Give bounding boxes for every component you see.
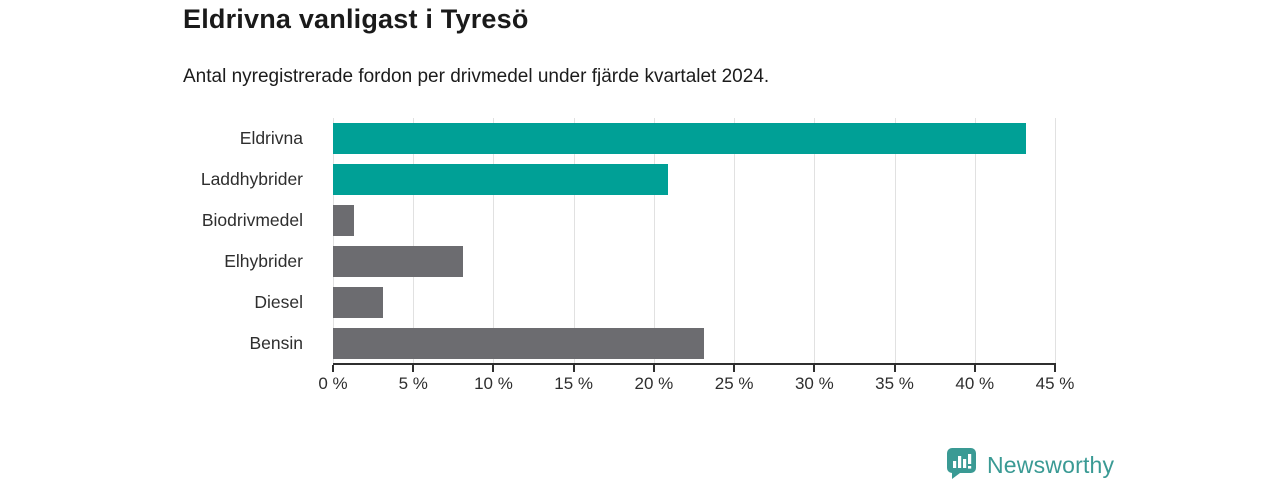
gridline bbox=[814, 118, 816, 364]
bar-biodrivmedel bbox=[333, 205, 354, 236]
gridline bbox=[333, 118, 334, 364]
chart-title: Eldrivna vanligast i Tyresö bbox=[183, 4, 529, 34]
gridline bbox=[653, 118, 655, 364]
bar-eldrivna bbox=[333, 123, 1027, 154]
bar-diesel bbox=[333, 287, 383, 318]
bar-chart-speech-bubble-icon bbox=[945, 446, 978, 480]
gridline bbox=[974, 118, 976, 364]
x-tick-mark bbox=[652, 365, 655, 372]
category-label: Elhybrider bbox=[224, 251, 303, 271]
x-tick-label: 40 % bbox=[955, 374, 995, 393]
x-tick-label: 5 % bbox=[398, 374, 428, 393]
gridline bbox=[573, 118, 575, 364]
category-label: Bensin bbox=[249, 333, 303, 353]
category-label: Eldrivna bbox=[239, 128, 303, 148]
bar-laddhybrider bbox=[333, 164, 669, 195]
category-label: Diesel bbox=[254, 292, 303, 312]
x-tick-label: 10 % bbox=[474, 374, 513, 393]
x-tick-mark bbox=[412, 365, 415, 372]
plot-area bbox=[333, 118, 1056, 364]
x-tick-label: 30 % bbox=[794, 374, 834, 393]
x-tick-mark bbox=[733, 365, 736, 372]
newsworthy-logo-text: Newsworthy bbox=[987, 451, 1115, 478]
x-tick-mark bbox=[1054, 365, 1056, 372]
x-tick-label: 45 % bbox=[1035, 374, 1075, 393]
x-tick-mark bbox=[893, 365, 896, 372]
x-tick-label: 20 % bbox=[634, 374, 674, 393]
newsworthy-logo: Newsworthy bbox=[945, 446, 1114, 480]
x-tick-mark bbox=[492, 365, 495, 372]
x-tick-mark bbox=[973, 365, 976, 372]
gridline bbox=[493, 118, 495, 364]
bar-bensin bbox=[333, 328, 704, 359]
category-label: Biodrivmedel bbox=[201, 210, 303, 230]
chart-subtitle: Antal nyregistrerade fordon per drivmede… bbox=[183, 66, 770, 87]
category-labels: Eldrivna Laddhybrider Biodrivmedel Elhybrid… bbox=[60, 118, 318, 364]
x-tick-label: 0 % bbox=[318, 374, 348, 393]
category-label: Laddhybrider bbox=[200, 169, 303, 189]
x-tick-label: 15 % bbox=[554, 374, 594, 393]
x-tick-mark bbox=[813, 365, 816, 372]
x-axis-line bbox=[333, 363, 1056, 365]
x-tick-label: 35 % bbox=[875, 374, 914, 393]
gridline bbox=[413, 118, 415, 364]
bar-elhybrider bbox=[333, 246, 463, 277]
gridline bbox=[1055, 118, 1056, 364]
gridline bbox=[734, 118, 736, 364]
x-tick-mark bbox=[572, 365, 575, 372]
gridline bbox=[894, 118, 896, 364]
x-axis-ticks: 0 % 5 % 10 % 15 % 20 % 25 % 30 % 35 % 40 % 45 % bbox=[318, 365, 1074, 405]
x-tick-mark bbox=[332, 365, 334, 372]
x-tick-label: 25 % bbox=[714, 374, 754, 393]
